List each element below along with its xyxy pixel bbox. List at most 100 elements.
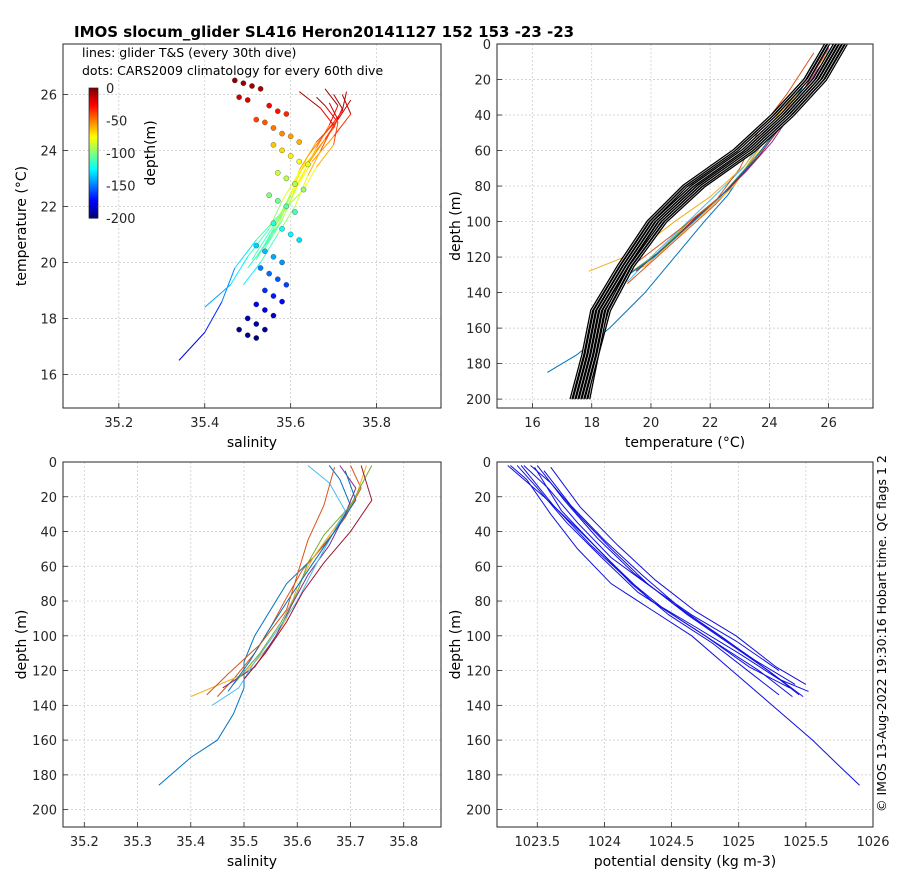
y-tick-label: 100 — [32, 630, 57, 645]
colorbar-swatch — [89, 177, 98, 181]
colorbar-tick-label: 0 — [106, 82, 114, 97]
ts-line-segment — [333, 94, 343, 109]
colorbar-swatch — [89, 165, 98, 168]
climatology-dot — [279, 130, 285, 137]
y-tick-label: 180 — [32, 769, 57, 784]
colorbar-swatch — [89, 130, 98, 134]
x-tick-label: 35.5 — [230, 835, 259, 850]
panel-top-right: 16 18 20 22 24 26 0 20 40 60 80 100 120 140 160 180 200 t… — [448, 38, 874, 451]
data-layer — [158, 465, 373, 786]
ts-line-segment — [277, 195, 292, 227]
colorbar-swatch — [89, 100, 98, 103]
colorbar-swatch — [89, 116, 98, 120]
ts-line-segment — [324, 119, 339, 140]
x-axis-label: potential density (kg m-3) — [594, 854, 776, 870]
y-tick-label: 80 — [474, 595, 491, 610]
climatology-dot — [296, 139, 302, 145]
climatology-dot — [283, 203, 290, 210]
ts-line-segment — [178, 332, 206, 361]
climatology-dot — [244, 332, 251, 338]
y-tick-label: 20 — [40, 256, 57, 271]
plot-panels: 35.2 35.4 35.6 35.8 16 18 20 22 24 26 salinity temp… — [14, 38, 890, 870]
salinity-profile — [158, 465, 352, 786]
salinity-profile — [206, 467, 336, 696]
climatology-temperature-highlight — [573, 44, 829, 400]
y-tick-label: 0 — [483, 38, 491, 53]
colorbar-swatch — [89, 185, 98, 189]
climatology-dot — [270, 142, 277, 148]
colorbar-swatch — [89, 179, 98, 183]
y-tick-label: 22 — [40, 200, 57, 215]
y-tick-label: 100 — [466, 630, 491, 645]
climatology-dot — [279, 298, 285, 305]
climatology-dot — [279, 259, 285, 266]
colorbar-swatch — [89, 167, 98, 170]
x-tick-label: 24 — [761, 416, 778, 431]
climatology-dot — [253, 242, 260, 249]
colorbar-label: depth(m) — [143, 120, 159, 185]
density-profile — [523, 465, 780, 671]
climatology-dot — [287, 231, 294, 238]
y-tick-label: 200 — [466, 393, 491, 408]
climatology-temperature-highlight — [579, 44, 838, 400]
y-axis-label: depth (m) — [14, 610, 30, 680]
y-tick-label: 40 — [474, 526, 491, 541]
climatology-dot — [253, 321, 260, 327]
x-tick-label: 35.3 — [123, 835, 152, 850]
x-tick-label: 26 — [820, 416, 837, 431]
axes-box — [496, 43, 874, 409]
ts-line-segment — [298, 91, 322, 109]
ts-line-segment — [294, 155, 309, 185]
colorbar-swatch — [89, 142, 98, 146]
data-layer — [547, 44, 848, 400]
ts-line-segment — [255, 211, 283, 241]
colorbar-swatch — [89, 114, 98, 118]
y-tick-label: 180 — [466, 358, 491, 373]
colorbar-swatch — [89, 108, 98, 111]
climatology-dot — [275, 170, 281, 176]
y-tick-label: 16 — [40, 368, 57, 383]
salinity-profile — [222, 465, 357, 689]
y-tick-label: 20 — [474, 491, 491, 506]
climatology-dot — [292, 181, 298, 187]
climatology-dot — [283, 175, 290, 182]
colorbar-swatch — [89, 205, 98, 209]
colorbar-swatch — [89, 126, 98, 130]
panel-bottom-right: 1023.5 1024 1024.5 1025 1025.5 1026 0 20 40 60 80 1… — [448, 456, 890, 870]
climatology-dot — [266, 102, 272, 109]
ts-line-segment — [315, 124, 330, 148]
climatology-dot — [257, 86, 264, 92]
x-tick-label: 35.2 — [70, 835, 99, 850]
climatology-dot — [275, 198, 281, 204]
climatology-dot — [262, 248, 268, 254]
panel-top-left: 35.2 35.4 35.6 35.8 16 18 20 22 24 26 salinity temp… — [14, 43, 442, 451]
density-profile — [543, 470, 804, 698]
y-tick-label: 120 — [466, 251, 491, 266]
climatology-temperature-highlight — [585, 44, 844, 400]
x-tick-label: 1025.5 — [783, 835, 829, 850]
colorbar-swatch — [89, 124, 98, 128]
colorbar-swatch — [89, 150, 98, 154]
y-tick-label: 200 — [32, 804, 57, 819]
x-axis-label: temperature (°C) — [625, 435, 745, 451]
climatology-dot — [275, 108, 281, 114]
y-tick-label: 0 — [49, 456, 57, 471]
x-tick-label: 35.2 — [104, 416, 133, 431]
axes-box — [62, 461, 442, 828]
colorbar-swatch — [89, 209, 98, 213]
colorbar-swatch — [89, 173, 98, 176]
colorbar-swatch — [89, 199, 98, 203]
density-profile — [520, 465, 790, 689]
colorbar-swatch — [89, 94, 98, 97]
ts-line-segment — [320, 108, 335, 126]
colorbar-swatch — [89, 146, 98, 150]
colorbar-swatch — [89, 134, 98, 138]
y-tick-label: 24 — [40, 144, 57, 159]
y-tick-label: 26 — [40, 88, 57, 103]
colorbar-swatch — [89, 175, 98, 178]
y-tick-label: 160 — [466, 734, 491, 749]
x-tick-label: 1026 — [856, 835, 889, 850]
x-tick-label: 20 — [643, 416, 660, 431]
colorbar-swatch — [89, 112, 98, 116]
ts-line-segment — [247, 228, 270, 258]
